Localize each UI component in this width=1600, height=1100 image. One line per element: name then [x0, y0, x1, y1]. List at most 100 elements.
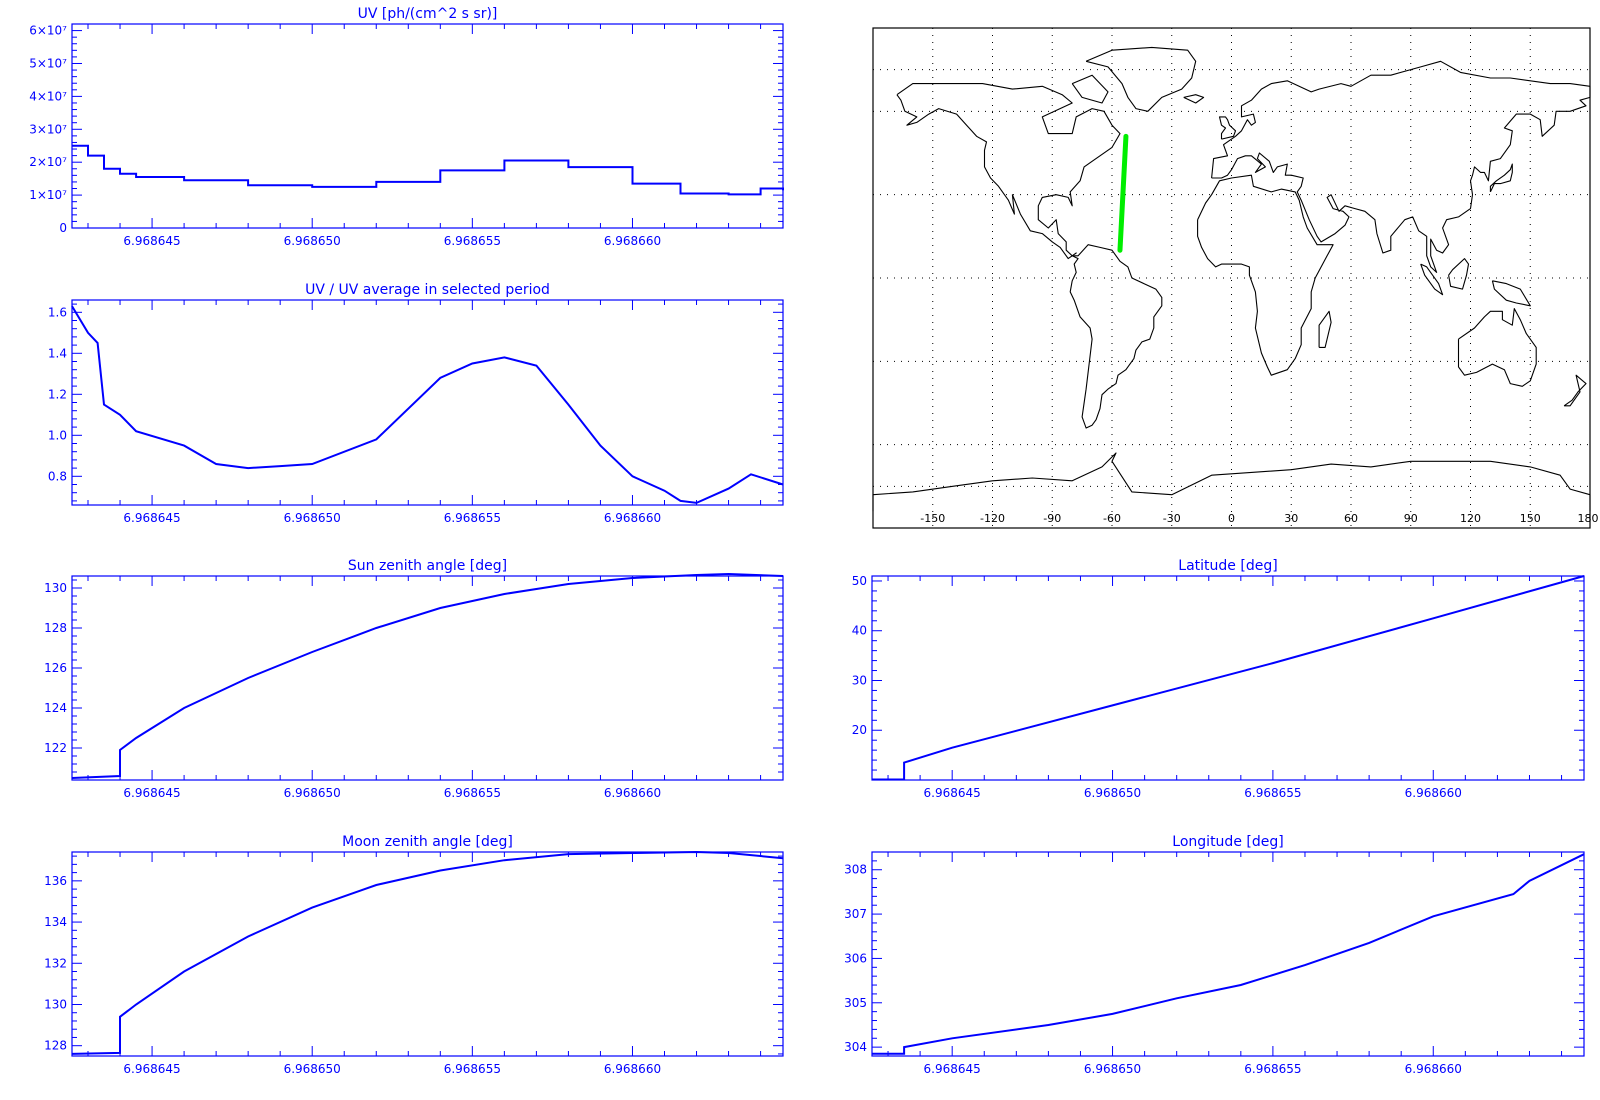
- y-tick-label: 124: [44, 701, 67, 715]
- y-tick-label: 122: [44, 741, 67, 755]
- y-tick-label: 307: [844, 907, 867, 921]
- x-tick-label: 6.968655: [1244, 1062, 1301, 1076]
- y-tick-label: 50: [852, 574, 867, 588]
- y-tick-label: 1.4: [48, 346, 67, 360]
- y-tick-label: 136: [44, 874, 67, 888]
- coastline-madagascar: [1318, 310, 1332, 348]
- y-tick-label: 0: [59, 221, 67, 235]
- coastline-north-america: [896, 83, 1121, 260]
- y-tick-label: 0.8: [48, 469, 67, 483]
- x-tick-label: 6.968655: [1244, 786, 1301, 800]
- series-line: [872, 575, 1585, 781]
- coastline-iceland: [1183, 94, 1205, 104]
- chart-title: UV / UV average in selected period: [305, 282, 550, 298]
- coastline-uk: [1218, 116, 1237, 140]
- chart-title: Longitude [deg]: [1172, 834, 1283, 850]
- chart-latitude: Latitude [deg] 6.968645 6.968650 6.968655 6.…: [852, 558, 1585, 800]
- world-map: -150 -120 -90 -60 -30 0 30 60 90 120 150 180: [872, 27, 1599, 529]
- x-tick-label: 6.968650: [284, 234, 341, 248]
- x-tick-label: 6.968660: [604, 234, 661, 248]
- y-tick-label: 4×10⁷: [29, 89, 67, 103]
- y-tick-label: 20: [852, 723, 867, 737]
- plot-frame: [71, 23, 784, 229]
- y-tick-label: 1.0: [48, 428, 67, 442]
- y-tick-label: 1.2: [48, 387, 67, 401]
- y-tick-label: 308: [844, 863, 867, 877]
- y-tick-label: 306: [844, 951, 867, 965]
- plot-frame: [71, 851, 784, 1057]
- x-tick-label: 6.968645: [924, 1062, 981, 1076]
- x-tick-label: 6.968655: [444, 511, 501, 525]
- x-tick-label: 6.968655: [444, 786, 501, 800]
- coastline-sumatra: [1420, 263, 1444, 296]
- map-lon-label: -90: [1043, 512, 1061, 525]
- chart-title: Latitude [deg]: [1178, 558, 1277, 574]
- series-line: [71, 572, 784, 779]
- x-tick-label: 6.968650: [1084, 1062, 1141, 1076]
- map-lon-label: -60: [1103, 512, 1121, 525]
- y-tick-label: 128: [44, 621, 67, 635]
- plot-frame: [71, 575, 784, 781]
- x-tick-label: 6.968645: [123, 234, 180, 248]
- chart-sun_zenith: Sun zenith angle [deg] 6.968645 6.968650 6.…: [44, 558, 784, 800]
- coastline-south-america: [1069, 244, 1163, 429]
- map-lon-label: 30: [1284, 512, 1298, 525]
- y-tick-label: 30: [852, 673, 867, 687]
- y-tick-label: 1×10⁷: [29, 188, 67, 202]
- x-tick-label: 6.968660: [1405, 1062, 1462, 1076]
- x-tick-label: 6.968650: [284, 786, 341, 800]
- x-tick-label: 6.968655: [444, 1062, 501, 1076]
- x-tick-label: 6.968645: [123, 511, 180, 525]
- map-lon-label: 90: [1404, 512, 1418, 525]
- series-line: [71, 850, 784, 1055]
- map-lon-label: -120: [980, 512, 1005, 525]
- satellite-track: [1117, 133, 1129, 253]
- map-lon-label: 120: [1460, 512, 1481, 525]
- y-tick-label: 132: [44, 956, 67, 970]
- map-lon-label: -30: [1163, 512, 1181, 525]
- y-tick-label: 1.6: [48, 305, 67, 319]
- map-lon-label: 180: [1578, 512, 1599, 525]
- y-tick-label: 130: [44, 997, 67, 1011]
- coastline-borneo: [1448, 258, 1470, 290]
- x-tick-label: 6.968650: [284, 1062, 341, 1076]
- coastline-baffin: [1071, 74, 1109, 104]
- x-tick-label: 6.968655: [444, 234, 501, 248]
- y-tick-label: 304: [844, 1040, 867, 1054]
- y-tick-label: 126: [44, 661, 67, 675]
- plot-frame: [871, 851, 1585, 1057]
- y-tick-label: 2×10⁷: [29, 155, 67, 169]
- y-tick-label: 5×10⁷: [29, 56, 67, 70]
- chart-title: Moon zenith angle [deg]: [342, 834, 513, 850]
- chart-uv_ratio: UV / UV average in selected period 6.9686…: [48, 282, 784, 525]
- chart-moon_zenith: Moon zenith angle [deg] 6.968645 6.968650 6…: [44, 834, 784, 1076]
- chart-title: UV [ph/(cm^2 s sr)]: [358, 6, 498, 22]
- y-tick-label: 40: [852, 624, 867, 638]
- plot-frame: [871, 575, 1585, 781]
- map-lon-label: -150: [920, 512, 945, 525]
- y-tick-label: 305: [844, 996, 867, 1010]
- series-line: [872, 853, 1585, 1055]
- series-line: [72, 144, 784, 196]
- coastline-eurasia: [1211, 60, 1591, 273]
- coastline-new-zealand: [1563, 374, 1587, 407]
- x-tick-label: 6.968645: [123, 786, 180, 800]
- x-tick-label: 6.968650: [1084, 786, 1141, 800]
- coastline-antarctica: [872, 452, 1591, 512]
- x-tick-label: 6.968660: [1405, 786, 1462, 800]
- coastline-new-guinea: [1491, 280, 1531, 307]
- chart-uv: UV [ph/(cm^2 s sr)] 6.968645 6.968650 6.968…: [29, 6, 784, 248]
- coastline-africa: [1197, 174, 1334, 376]
- map-lon-label: 150: [1520, 512, 1541, 525]
- coastline-australia: [1457, 308, 1537, 387]
- series-line: [71, 305, 784, 504]
- coastline-greenland: [1085, 46, 1197, 112]
- y-tick-label: 128: [44, 1039, 67, 1053]
- x-tick-label: 6.968660: [604, 511, 661, 525]
- x-tick-label: 6.968660: [604, 786, 661, 800]
- y-tick-label: 3×10⁷: [29, 122, 67, 136]
- y-tick-label: 6×10⁷: [29, 24, 67, 38]
- chart-title: Sun zenith angle [deg]: [348, 558, 507, 574]
- x-tick-label: 6.968660: [604, 1062, 661, 1076]
